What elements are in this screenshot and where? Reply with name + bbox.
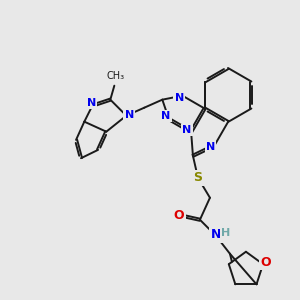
Text: H: H [221,228,231,238]
Text: CH₃: CH₃ [106,71,124,81]
Text: O: O [261,256,272,269]
Text: N: N [175,93,184,103]
Text: N: N [182,125,192,135]
Text: N: N [161,111,170,121]
Text: N: N [206,142,215,152]
Text: N: N [87,98,96,108]
Text: O: O [174,209,184,222]
Text: N: N [211,228,221,241]
Text: N: N [125,110,134,120]
Text: S: S [194,171,202,184]
